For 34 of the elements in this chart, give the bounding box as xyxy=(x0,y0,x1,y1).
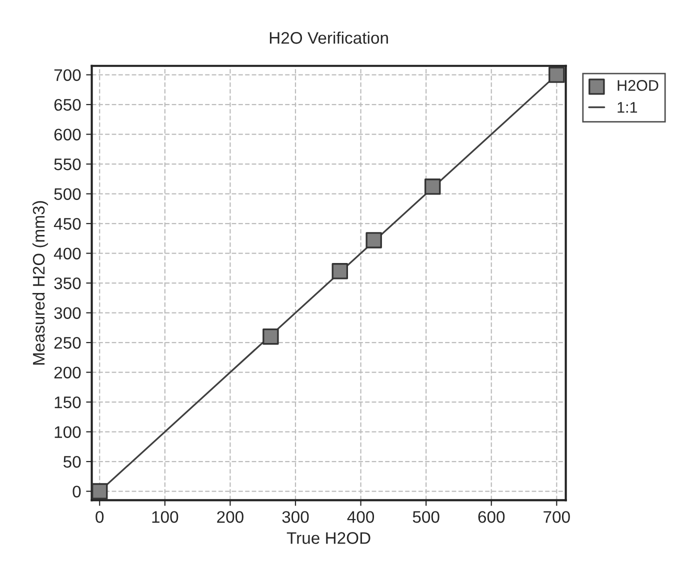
y-tick-label: 150 xyxy=(54,396,81,408)
point xyxy=(332,263,348,280)
y-tick-label: 350 xyxy=(54,277,81,290)
y-tick-label: 550 xyxy=(54,158,81,170)
y-tick-label: 100 xyxy=(54,426,81,438)
legend-label: H2OD xyxy=(618,80,658,91)
point xyxy=(366,232,382,248)
y-tick-label: 500 xyxy=(54,188,81,200)
x-tick-label: 400 xyxy=(347,511,374,523)
point xyxy=(262,328,279,345)
x-tick-label: 700 xyxy=(544,511,570,523)
y-tick-label: 600 xyxy=(54,128,81,141)
y-tick-label: 650 xyxy=(54,98,81,111)
y-tick-label: 300 xyxy=(54,307,81,319)
x-tick-label: 100 xyxy=(152,511,178,523)
point xyxy=(424,178,441,195)
point xyxy=(92,483,108,500)
y-tick-label: 450 xyxy=(54,218,81,230)
x-axis-title: True H2OD xyxy=(286,532,370,544)
y-tick-label: 250 xyxy=(54,336,81,349)
y-tick-label: 700 xyxy=(54,69,81,82)
y-tick-label: 400 xyxy=(54,248,81,260)
x-tick-label: 600 xyxy=(478,511,505,523)
point xyxy=(548,66,565,83)
x-tick-label: 300 xyxy=(282,511,309,523)
x-tick-label: 500 xyxy=(412,511,440,523)
y-tick-label: 50 xyxy=(63,456,81,468)
x-tick-label: 200 xyxy=(217,511,244,523)
x-tick-label: 0 xyxy=(96,511,104,523)
y-axis-title: Measured H2O (mm3) xyxy=(32,201,48,365)
y-tick-label: 0 xyxy=(72,486,81,498)
legend-label: 1:1 xyxy=(618,102,638,113)
chart-title: H2O Verification xyxy=(270,32,388,44)
y-tick-label: 200 xyxy=(54,366,81,378)
